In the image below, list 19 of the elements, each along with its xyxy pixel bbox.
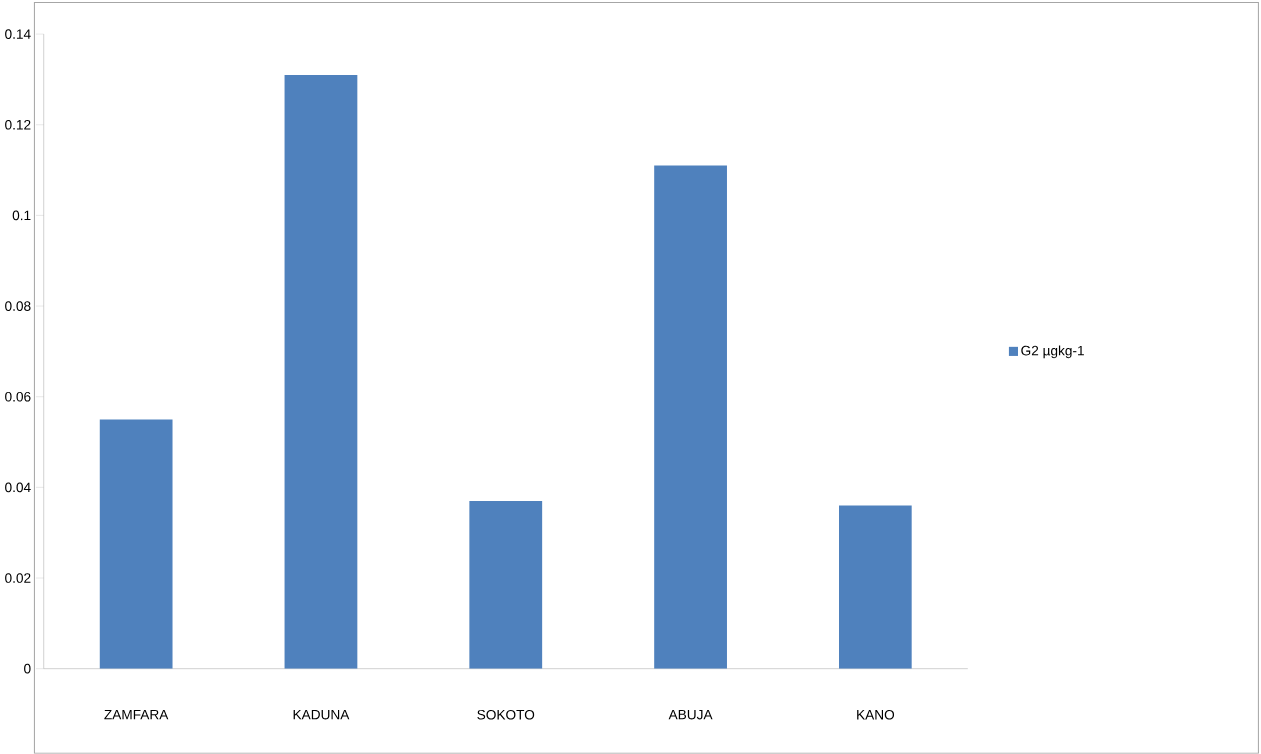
bar [654,165,727,669]
legend-label: G2 µgkg-1 [1021,345,1084,359]
y-tick-label: 0.06 [5,392,31,402]
x-tick-label: SOKOTO [477,710,535,720]
x-tick-label: ZAMFARA [104,710,169,720]
y-tick-label: 0.08 [5,301,31,312]
y-tick-label: 0.14 [5,29,31,40]
bar [99,419,173,669]
bar [284,75,358,669]
bar [469,501,543,669]
y-tick-label: 0.02 [5,573,31,584]
bar [839,505,912,669]
y-tick-label: 0 [24,664,31,674]
x-tick-label: KANO [857,710,895,720]
y-tick-label: 0.04 [5,482,31,493]
x-tick-label: ABUJA [668,710,713,720]
y-tick-label: 0.1 [12,210,31,221]
y-tick-label: 0.12 [5,120,31,130]
x-tick-label: KADUNA [293,710,350,720]
